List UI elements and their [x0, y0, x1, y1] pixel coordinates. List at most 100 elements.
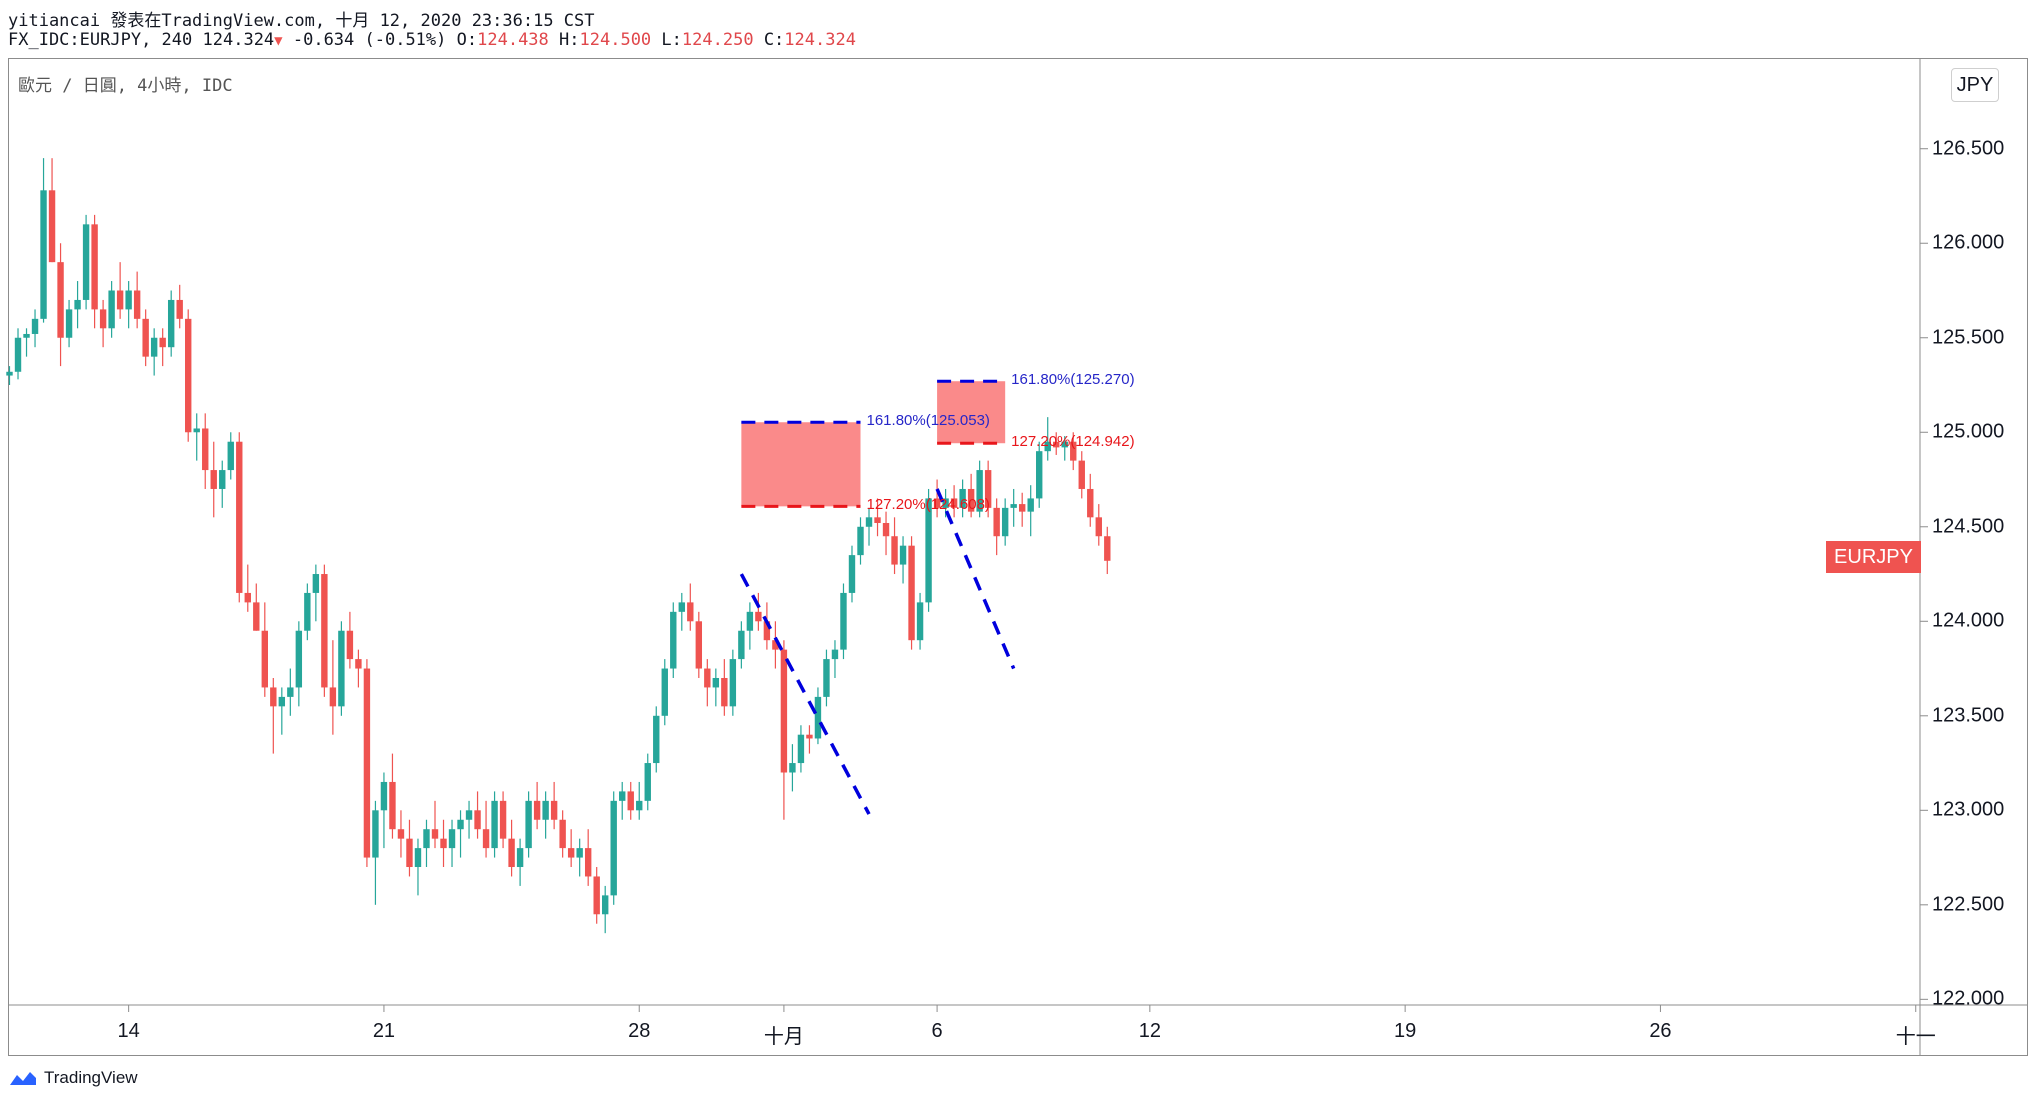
- open-value: 124.438: [477, 30, 549, 50]
- price-tick-label: 122.500: [1932, 893, 2005, 916]
- candle-body: [363, 668, 371, 858]
- candle-body: [397, 829, 405, 839]
- candle-body: [916, 602, 924, 641]
- price-tick-label: 125.000: [1932, 420, 2005, 443]
- candle-body: [423, 829, 430, 849]
- candle-body: [908, 545, 915, 641]
- candle-body: [993, 507, 1000, 537]
- candle-body: [593, 876, 600, 915]
- candle-body: [193, 428, 200, 433]
- candle-body: [253, 602, 260, 631]
- candle-body: [840, 592, 847, 650]
- candle-body: [1036, 451, 1043, 499]
- candle-body: [831, 649, 839, 660]
- candle-body: [185, 318, 192, 433]
- time-tick-label: 21: [372, 1020, 396, 1042]
- candle-body: [167, 299, 175, 348]
- candle-body: [236, 441, 243, 593]
- candle-body: [159, 337, 166, 348]
- candle-body: [516, 848, 524, 868]
- time-tick-label: 十月: [763, 1026, 804, 1048]
- candle-body: [755, 611, 762, 622]
- price-tick-label: 123.500: [1932, 704, 2005, 727]
- candle-body: [244, 592, 251, 603]
- fib-label-127: 127.20%(124.942): [1011, 433, 1135, 451]
- pane-legend: 歐元 / 日圓, 4小時, IDC: [18, 76, 233, 96]
- time-tick-label: 14: [117, 1020, 140, 1042]
- candle-body: [797, 734, 805, 764]
- candle-body: [380, 781, 388, 811]
- candle-body: [108, 290, 115, 329]
- candle-body: [772, 640, 779, 650]
- candle-body: [848, 555, 856, 593]
- candle-body: [661, 668, 668, 716]
- fib-zone: [937, 381, 1006, 444]
- candle-body: [857, 526, 864, 556]
- candle-body: [1001, 507, 1009, 537]
- candle-body: [678, 602, 685, 612]
- candle-body: [925, 498, 932, 603]
- last-price: 124.324: [202, 30, 275, 50]
- candle-body: [882, 522, 890, 537]
- candle-body: [150, 337, 158, 357]
- interval: 240: [161, 30, 193, 50]
- price-tick-label: 124.000: [1932, 609, 2005, 632]
- candle-body: [602, 895, 609, 915]
- candle-body: [346, 630, 354, 660]
- candle-body: [133, 290, 141, 319]
- time-tick-label: 12: [1138, 1020, 1161, 1042]
- candle-body: [865, 517, 873, 527]
- symbol-price-tag: EURJPY: [1826, 541, 1921, 573]
- price-tick-label: 126.000: [1932, 231, 2005, 254]
- symbol-name: FX_IDC:EURJPY: [8, 30, 142, 50]
- candle-body: [338, 630, 345, 707]
- candle-body: [321, 574, 328, 688]
- candle-body: [499, 800, 507, 839]
- candle-body: [942, 498, 949, 508]
- candle-body: [74, 299, 81, 310]
- low-label: L:: [661, 30, 682, 50]
- candle-body: [65, 309, 73, 338]
- candle-body: [431, 829, 439, 839]
- candle-body: [48, 190, 56, 263]
- price-tick-label: 126.500: [1932, 137, 2005, 160]
- candle-body: [670, 611, 677, 669]
- candle-body: [967, 488, 975, 512]
- candle-body: [491, 800, 498, 849]
- candle-body: [525, 800, 532, 849]
- candle-body: [550, 800, 558, 820]
- candle-body: [125, 290, 132, 310]
- publish-info: yitiancai 發表在TradingView.com, 十月 12, 202…: [8, 11, 595, 31]
- fib-label-127: 127.20%(124.608): [866, 496, 990, 514]
- candle-body: [304, 592, 311, 631]
- candle-body: [414, 848, 422, 868]
- chart-frame[interactable]: [8, 58, 2028, 1056]
- candle-body: [91, 224, 98, 310]
- candle-body: [270, 687, 277, 707]
- trend-line: [739, 573, 871, 815]
- footer-brand[interactable]: TradingView: [8, 1068, 138, 1088]
- candle-body: [406, 838, 413, 868]
- candle-body: [619, 791, 626, 801]
- candle-body: [448, 829, 456, 849]
- candle-body: [508, 838, 515, 868]
- candle-body: [482, 829, 490, 849]
- time-tick-label: 28: [628, 1020, 651, 1042]
- brand-name: TradingView: [44, 1068, 138, 1087]
- candle-body: [610, 800, 617, 896]
- candle-body: [14, 337, 22, 372]
- close-label: C:: [763, 30, 785, 50]
- candle-body: [372, 810, 379, 858]
- candle-body: [950, 498, 958, 508]
- candle-body: [891, 536, 898, 565]
- symbol-ohlc-line: FX_IDC:EURJPY, 240 124.324▼ -0.634 (-0.5…: [8, 30, 856, 50]
- candle-body: [142, 318, 149, 357]
- currency-label[interactable]: JPY: [1951, 68, 1999, 102]
- candle-body: [959, 488, 966, 508]
- candle-body: [721, 677, 728, 707]
- candle-body: [176, 299, 183, 319]
- candle-body: [1104, 536, 1111, 561]
- low-value: 124.250: [681, 30, 754, 50]
- candle-body: [559, 819, 566, 849]
